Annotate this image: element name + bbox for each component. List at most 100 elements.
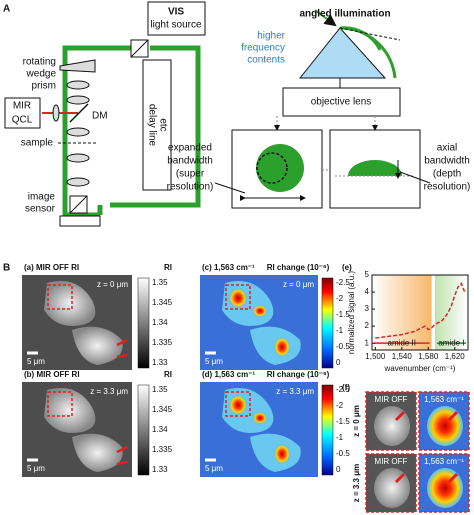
label: MIR OFF <box>375 395 408 404</box>
arrow <box>394 410 406 422</box>
label: normalized signal (a.u.) <box>347 271 356 354</box>
label: resolution) <box>424 182 471 193</box>
label: 0 <box>336 358 341 367</box>
label: sample <box>21 138 54 149</box>
label: RI change (10⁻⁶) <box>267 370 330 379</box>
label: z = 0 μm <box>97 280 128 289</box>
label: bandwidth <box>424 156 470 167</box>
colorbar <box>137 277 150 369</box>
label: 5 μm <box>27 464 45 473</box>
label: 1.345 <box>152 298 173 307</box>
label: (e) <box>342 263 352 272</box>
label: 1,540 <box>392 352 413 361</box>
cell <box>72 433 123 472</box>
label: 2 <box>365 321 370 330</box>
label: objective lens <box>311 97 372 108</box>
label: 5 μm <box>205 357 223 366</box>
label: -2 <box>336 294 344 303</box>
label: light source <box>150 20 202 31</box>
label: z = 3.3 μm <box>276 387 314 396</box>
roi <box>47 391 73 417</box>
colorbar <box>137 384 150 476</box>
label: 1.33 <box>152 358 168 367</box>
label: prism <box>32 81 56 92</box>
label: 1.35 <box>152 278 168 287</box>
label: (depth <box>433 169 461 180</box>
label: 1.34 <box>152 425 168 434</box>
roi <box>225 284 251 310</box>
hot-spot <box>274 337 290 357</box>
cell <box>72 326 123 365</box>
label: 1.335 <box>152 445 173 454</box>
label: frequency <box>241 43 285 54</box>
label: (c) 1,563 cm⁻¹ <box>202 263 255 272</box>
label: 5 μm <box>205 464 223 473</box>
arrow <box>447 472 459 484</box>
label: DM <box>92 111 108 122</box>
label: MIR <box>13 101 31 112</box>
label: -1.5 <box>336 310 350 319</box>
label: 1,620 <box>445 352 466 361</box>
label: image <box>28 192 56 203</box>
label: 1.35 <box>152 385 168 394</box>
label: QCL <box>12 115 33 126</box>
label: -1.5 <box>336 417 350 426</box>
series-line <box>375 282 466 339</box>
label: z = 3.3 μm <box>352 464 361 502</box>
label: -1 <box>336 433 344 442</box>
label: 1,563 cm⁻¹ <box>424 457 464 466</box>
label: wavenumber (cm⁻¹) <box>384 364 456 373</box>
region-label: amide I <box>438 338 464 347</box>
region-label: amide II <box>388 338 416 347</box>
label: VIS <box>168 7 184 18</box>
label: MIR OFF <box>375 457 408 466</box>
label: 1.335 <box>152 338 173 347</box>
label: -0.5 <box>336 449 350 458</box>
label: 3 <box>365 304 370 313</box>
label: -2.5 <box>336 278 350 287</box>
label: (d) 1,563 cm⁻¹ <box>202 370 255 379</box>
label: bandwidth <box>167 156 213 167</box>
thumb-cell <box>427 468 463 508</box>
label: -2 <box>336 401 344 410</box>
label: 5 <box>365 270 370 279</box>
label: z = 0 μm <box>283 280 314 289</box>
label: RI <box>164 370 172 379</box>
label: sensor <box>25 204 56 215</box>
arrow <box>394 472 406 484</box>
hot-spot <box>253 305 267 317</box>
label: (a) MIR OFF RI <box>24 263 79 272</box>
label: delay line <box>146 104 157 147</box>
thumb-cell <box>427 406 463 446</box>
label: angled illumination <box>299 9 390 20</box>
label: 1,580 <box>418 352 439 361</box>
label: RI <box>164 263 172 272</box>
plot-frame <box>371 274 469 351</box>
arrow <box>116 445 128 466</box>
label: RI change (10⁻⁶) <box>267 263 330 272</box>
label: 1 <box>365 338 370 347</box>
roi <box>47 284 73 310</box>
thumb-cell <box>374 468 410 508</box>
arrow <box>447 410 459 422</box>
label: expanded <box>168 143 212 154</box>
label: -1 <box>336 326 344 335</box>
hot-spot <box>274 444 290 464</box>
label: -0.5 <box>336 342 350 351</box>
roi <box>225 391 251 417</box>
region <box>434 275 468 350</box>
label: resolution) <box>167 182 214 193</box>
label: 4 <box>365 287 370 296</box>
label: 1.33 <box>152 465 168 474</box>
label: etc <box>157 118 168 131</box>
colorbar <box>321 277 334 369</box>
label: -2.5 <box>336 385 350 394</box>
label: wedge <box>26 69 57 80</box>
colorbar <box>321 384 334 476</box>
label: rotating <box>23 57 56 68</box>
label: 1.34 <box>152 318 168 327</box>
hot-spot <box>229 395 247 415</box>
cell <box>44 281 96 326</box>
label: A <box>3 4 10 15</box>
label: axial <box>437 143 458 154</box>
